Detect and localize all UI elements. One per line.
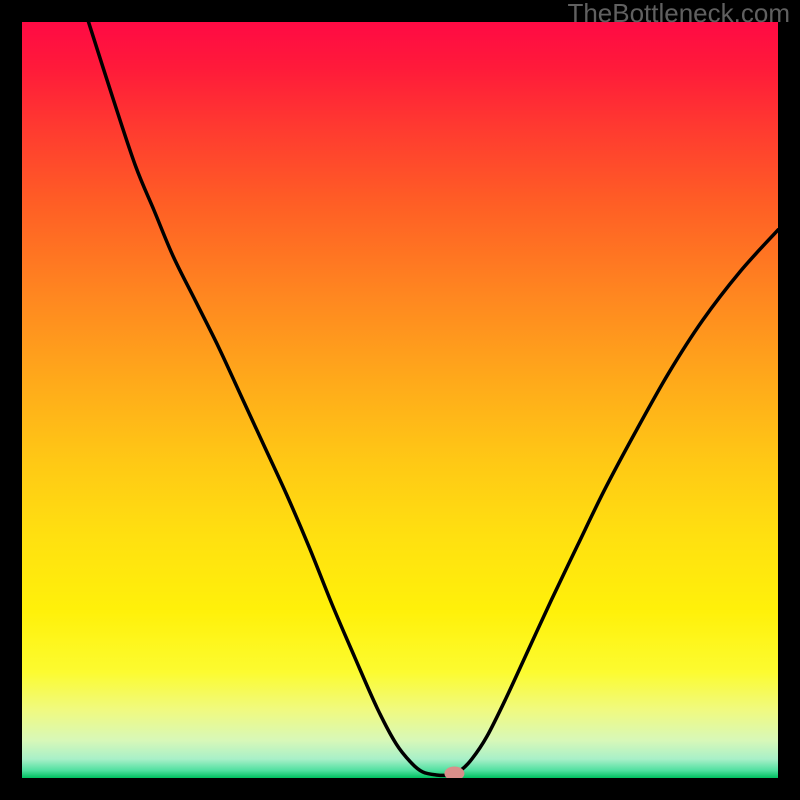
plot-background (22, 22, 778, 778)
bottleneck-curve-chart (0, 0, 800, 800)
watermark-text: TheBottleneck.com (567, 0, 790, 29)
